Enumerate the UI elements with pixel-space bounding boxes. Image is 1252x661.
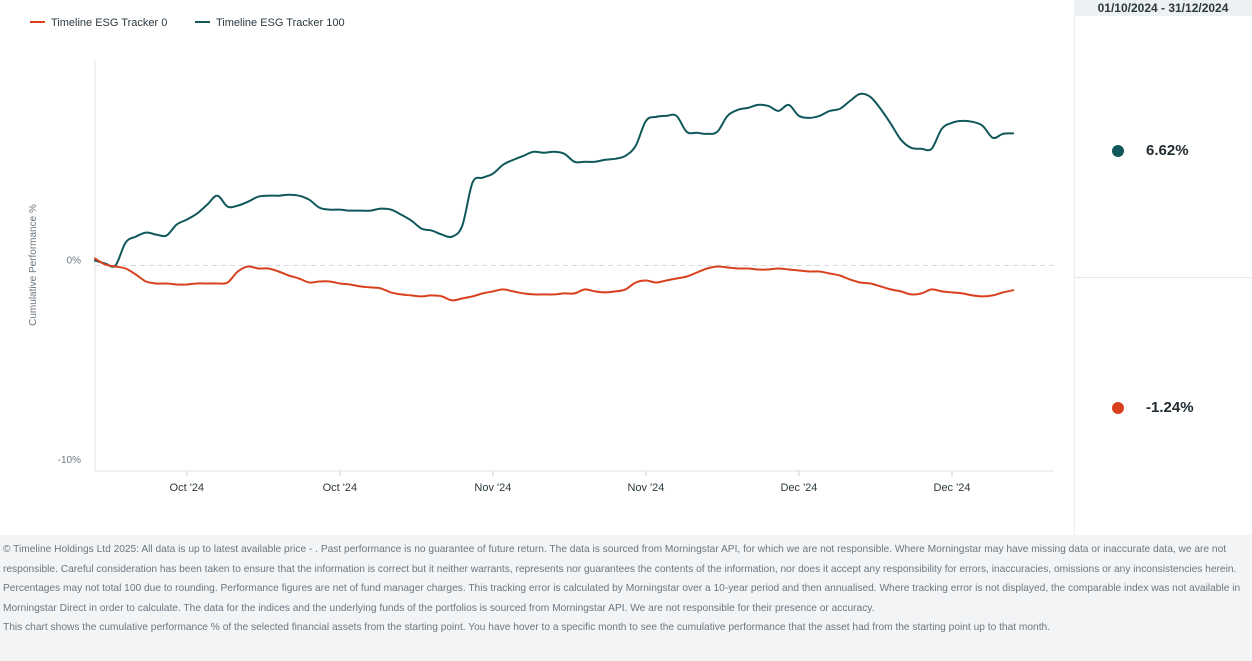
x-tick-label: Dec '24 <box>780 482 817 494</box>
performance-chart[interactable]: Timeline ESG Tracker 0 Timeline ESG Track… <box>0 0 1074 535</box>
legend-label: Timeline ESG Tracker 100 <box>216 17 345 29</box>
stats-panel <box>1074 0 1252 535</box>
legend-label: Timeline ESG Tracker 0 <box>51 17 167 29</box>
stat-row-tracker-100: 6.62% <box>1112 142 1189 159</box>
date-range-label: 01/10/2024 - 31/12/2024 <box>1074 0 1252 16</box>
y-tick-label: -10% <box>58 455 81 466</box>
footer-disclaimer: © Timeline Holdings Ltd 2025: All data i… <box>0 535 1252 661</box>
x-tick-label: Oct '24 <box>323 482 358 494</box>
series-color-dot <box>1112 144 1124 157</box>
disclaimer-text: © Timeline Holdings Ltd 2025: All data i… <box>3 544 1241 614</box>
x-tick-label: Nov '24 <box>474 482 511 494</box>
stat-value-tracker-0: -1.24% <box>1146 399 1194 416</box>
y-tick-label: 0% <box>67 256 82 267</box>
series-color-dot <box>1112 401 1124 414</box>
stats-divider <box>1074 277 1252 278</box>
x-tick-label: Oct '24 <box>170 482 205 494</box>
stat-value-tracker-100: 6.62% <box>1146 142 1189 159</box>
stat-row-tracker-0: -1.24% <box>1112 399 1194 416</box>
series-line-timeline-esg-tracker-100 <box>94 92 1015 268</box>
chart-panel: Timeline ESG Tracker 0 Timeline ESG Track… <box>0 0 1074 535</box>
chart-series <box>94 92 1015 302</box>
series-line-timeline-esg-tracker-0 <box>94 257 1015 302</box>
chart-description-text: This chart shows the cumulative performa… <box>3 622 1051 634</box>
chart-axes: 0% -10% Oct '24 Oct '24 Nov '24 Nov '24 Dec '2… <box>28 60 1054 494</box>
x-tick-label: Dec '24 <box>934 482 971 494</box>
chart-legend: Timeline ESG Tracker 0 Timeline ESG Track… <box>30 17 345 29</box>
x-tick-label: Nov '24 <box>627 482 664 494</box>
y-axis-label: Cumulative Performance % <box>28 204 39 326</box>
